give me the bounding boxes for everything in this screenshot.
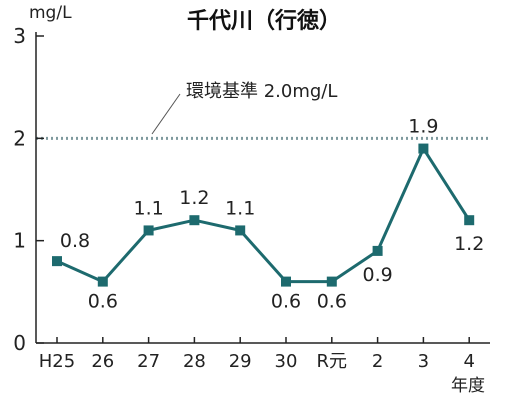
- y-tick-label: 3: [13, 24, 26, 48]
- chart-title: 千代川（行徳）: [187, 8, 341, 34]
- y-tick-label: 2: [13, 126, 26, 150]
- series-layer: [52, 143, 475, 287]
- x-tick-label: 3: [418, 351, 429, 372]
- data-label: 1.1: [133, 197, 163, 219]
- x-tick-label: 29: [229, 351, 252, 372]
- data-label: 0.6: [271, 291, 301, 313]
- data-point: [326, 276, 337, 287]
- x-axis-unit: 年度: [451, 376, 485, 396]
- data-point: [143, 225, 154, 236]
- data-label: 1.1: [225, 197, 255, 219]
- reference-layer: 環境基準 2.0mg/L: [36, 81, 490, 140]
- data-point: [189, 215, 200, 226]
- data-label: 1.2: [179, 187, 209, 209]
- data-label: 0.6: [88, 291, 118, 313]
- x-tick-label: 30: [275, 351, 298, 372]
- x-tick-label: 4: [463, 351, 474, 372]
- axis-layer: 0 1 2 3 H25 26 27 28 29 30 R元 2 3 4: [13, 24, 490, 372]
- y-axis-unit: mg/L: [29, 3, 72, 23]
- data-point: [372, 245, 383, 256]
- data-label: 0.6: [317, 291, 347, 313]
- data-label: 1.9: [408, 116, 438, 138]
- data-point: [281, 276, 291, 287]
- x-tick-label: 26: [91, 351, 114, 372]
- x-tick-label: 2: [372, 351, 383, 372]
- data-label: 1.2: [454, 233, 484, 255]
- data-label: 0.9: [362, 264, 392, 286]
- y-tick-label: 1: [13, 229, 26, 253]
- data-point: [235, 225, 246, 236]
- x-tick-label: H25: [39, 351, 75, 372]
- x-tick-label: R元: [317, 351, 348, 372]
- x-tick-label: 28: [183, 351, 206, 372]
- data-point: [52, 256, 62, 267]
- data-point: [97, 276, 108, 287]
- series-line: [56, 147, 471, 284]
- reference-label: 環境基準 2.0mg/L: [186, 81, 337, 102]
- y-tick-label: 0: [13, 331, 26, 355]
- data-label: 0.8: [60, 230, 90, 252]
- x-tick-label: 27: [137, 351, 160, 372]
- reference-leader-line: [151, 93, 181, 135]
- data-point: [464, 215, 475, 226]
- data-point: [418, 143, 429, 154]
- label-layer: 0.8 0.6 1.1 1.2 1.1 0.6 0.6 0.9 1.9 1.2: [60, 116, 484, 313]
